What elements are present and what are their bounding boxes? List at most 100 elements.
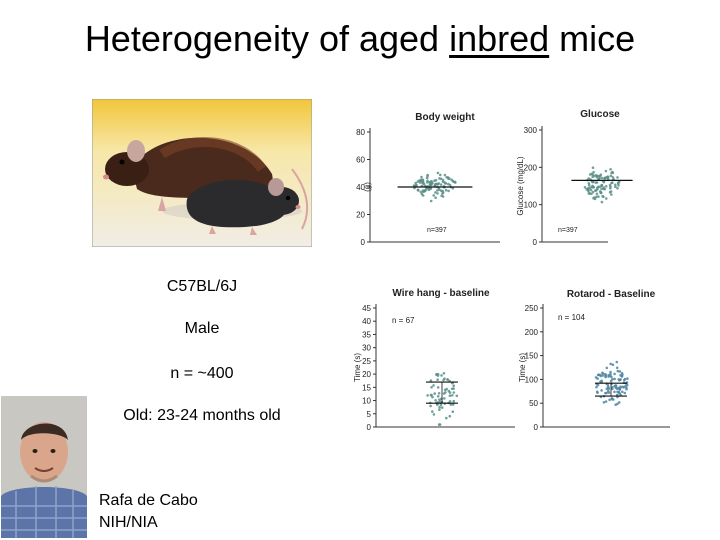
data-point xyxy=(594,181,597,184)
data-point xyxy=(421,194,425,197)
credit-institution: NIH/NIA xyxy=(99,514,158,531)
data-point xyxy=(608,398,611,402)
data-point xyxy=(606,177,610,181)
sex-label: Male xyxy=(184,320,220,337)
y-tick-label: 30 xyxy=(362,344,371,353)
data-point xyxy=(609,379,613,383)
data-point xyxy=(611,377,614,381)
data-point xyxy=(434,191,437,194)
y-tick-label: 20 xyxy=(356,211,365,220)
data-point xyxy=(445,416,448,420)
y-tick-label: 50 xyxy=(529,399,538,408)
data-point xyxy=(419,181,422,184)
data-point xyxy=(591,166,595,169)
data-point xyxy=(452,384,455,387)
data-point xyxy=(454,181,457,184)
data-point xyxy=(599,190,602,193)
data-point xyxy=(605,366,609,370)
data-point xyxy=(443,377,446,380)
data-point xyxy=(609,362,612,366)
data-point xyxy=(611,176,615,179)
data-point xyxy=(416,180,420,183)
y-tick-label: 100 xyxy=(525,375,539,384)
data-point xyxy=(432,194,435,197)
data-point xyxy=(615,360,619,364)
y-tick-label: 100 xyxy=(524,201,538,210)
data-point xyxy=(585,188,588,191)
data-point xyxy=(448,394,452,397)
data-point xyxy=(616,176,619,179)
strain-label: C57BL/6J xyxy=(166,278,238,295)
data-point xyxy=(429,404,432,408)
data-point xyxy=(618,388,622,391)
data-point xyxy=(621,390,624,394)
data-point xyxy=(451,403,455,406)
data-point xyxy=(429,394,433,397)
y-tick-label: 40 xyxy=(362,317,371,326)
data-point xyxy=(600,184,603,188)
data-point xyxy=(587,187,590,190)
data-point xyxy=(609,168,612,171)
data-point xyxy=(608,183,612,187)
data-point xyxy=(438,400,442,403)
data-point xyxy=(438,423,442,426)
data-point xyxy=(611,363,615,366)
data-point xyxy=(589,188,593,192)
data-point xyxy=(605,391,608,395)
data-point xyxy=(436,183,440,186)
data-point xyxy=(600,187,603,191)
data-point xyxy=(614,183,617,187)
wire-hang-chart: Wire hang - baseline 0 5 10 15 20 25 30 35 40 45 Ti… xyxy=(353,288,515,432)
y-tick-label: 35 xyxy=(362,330,371,339)
data-point xyxy=(430,179,433,183)
data-point xyxy=(436,378,439,381)
data-point xyxy=(431,410,434,413)
data-point xyxy=(613,377,616,381)
data-point xyxy=(595,192,599,196)
data-point xyxy=(434,196,437,199)
slide-title: Heterogeneity of aged inbred mice xyxy=(0,18,720,60)
body-weight-chart: Body weight 0 20 40 60 80 (g) n=397 xyxy=(356,112,500,247)
data-point xyxy=(608,190,612,194)
data-point xyxy=(432,384,435,387)
data-point xyxy=(604,185,608,188)
chart-title: Rotarod - Baseline xyxy=(567,289,656,300)
data-point xyxy=(445,176,448,179)
data-point xyxy=(426,173,429,177)
data-point xyxy=(451,179,455,183)
data-point xyxy=(617,180,621,183)
data-point xyxy=(623,391,627,395)
data-point xyxy=(596,373,600,377)
data-point xyxy=(593,197,597,201)
data-point xyxy=(614,384,617,387)
data-point xyxy=(450,387,454,391)
data-point xyxy=(602,186,606,189)
data-point xyxy=(598,373,602,377)
data-point xyxy=(621,385,624,389)
data-point xyxy=(605,176,608,179)
data-point xyxy=(588,192,591,195)
title-prefix: Heterogeneity of aged xyxy=(84,18,450,59)
data-point xyxy=(609,174,613,178)
y-tick-label: 5 xyxy=(367,410,372,419)
data-point xyxy=(422,182,426,186)
data-point xyxy=(611,171,615,175)
data-point xyxy=(449,403,453,406)
data-point xyxy=(427,188,431,191)
data-point xyxy=(421,178,424,182)
y-tick-label: 10 xyxy=(362,397,371,406)
data-point xyxy=(601,371,604,375)
y-tick-label: 150 xyxy=(525,352,539,361)
sample-size-label: n = ~400 xyxy=(170,365,234,382)
data-point xyxy=(428,182,432,185)
data-point xyxy=(624,384,627,388)
data-point xyxy=(590,172,593,176)
data-point xyxy=(452,391,456,394)
data-point xyxy=(429,199,433,203)
data-point xyxy=(587,183,591,187)
data-point xyxy=(414,181,417,185)
data-point xyxy=(432,413,436,416)
y-tick-label: 300 xyxy=(524,126,538,135)
y-tick-label: 0 xyxy=(367,423,372,432)
y-tick-label: 45 xyxy=(362,304,371,313)
